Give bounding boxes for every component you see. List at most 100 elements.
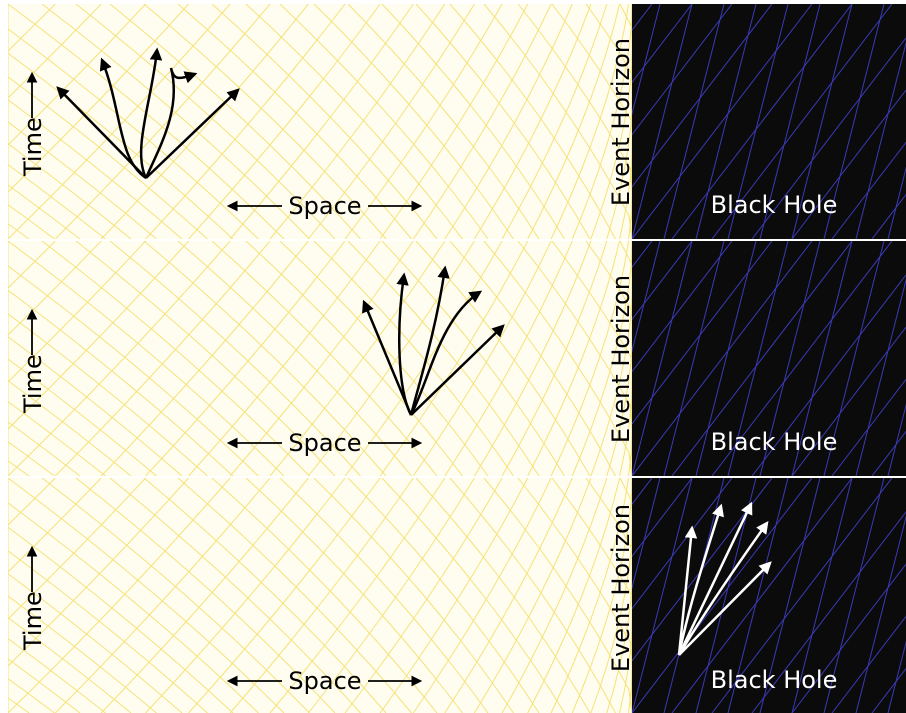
grid-line (632, 4, 693, 239)
grid-line (8, 241, 56, 476)
grid-line (671, 4, 853, 239)
panel-3: Time Space Event Horizon Black Hole (8, 478, 906, 713)
grid-line (41, 4, 310, 239)
grid-line (8, 4, 231, 239)
grid-line (188, 241, 381, 476)
grid-line (344, 478, 503, 713)
grid-line (751, 274, 906, 476)
grid-line (177, 4, 412, 239)
black-hole-label: Black Hole (711, 428, 838, 456)
grid-line (381, 241, 565, 476)
grid-line (229, 241, 414, 476)
grid-line (551, 4, 632, 239)
grid-line (585, 478, 632, 713)
grid-line (517, 241, 632, 476)
grid-line (791, 89, 906, 239)
grid-line (590, 478, 632, 713)
grid-line (412, 478, 552, 713)
grid-line (831, 378, 906, 476)
grid-line (109, 241, 361, 476)
black-hole-region (632, 241, 906, 476)
grid-line (8, 99, 183, 239)
worldline-arrow (410, 324, 505, 416)
grid-line (8, 184, 81, 239)
grid-line (444, 478, 573, 713)
grid-line (751, 511, 906, 713)
grid-line (177, 478, 412, 713)
event-horizon-label: Event Horizon (607, 38, 635, 206)
grid-line (632, 241, 813, 476)
grid-line (269, 4, 446, 239)
worldline-arrow (409, 290, 483, 416)
grid-line (663, 4, 725, 239)
grid-line (727, 4, 789, 239)
space-axis-label: Space (288, 429, 361, 457)
grid-line (671, 478, 853, 713)
panel-divider (0, 476, 906, 478)
grid-line (550, 241, 630, 476)
grid-line (307, 241, 475, 476)
grid-line (8, 143, 132, 239)
grid-line (632, 4, 813, 239)
grid-line (379, 241, 529, 476)
grid-line (344, 241, 503, 476)
grid-line (412, 241, 552, 476)
black-hole-region (632, 478, 906, 713)
grid-line (8, 241, 189, 476)
grid-line (100, 4, 309, 239)
grid-line (632, 478, 733, 610)
grid-line (632, 478, 693, 713)
light-cone (677, 501, 772, 656)
grid-line (8, 478, 231, 713)
grid-line (632, 241, 693, 476)
grid-line (871, 667, 906, 713)
grid-line (415, 478, 591, 713)
time-axis-label: Time (19, 591, 47, 651)
grid-line (791, 563, 906, 713)
grid-line (887, 166, 906, 239)
grid-line (550, 478, 630, 713)
worldline-arrow (677, 520, 769, 656)
grid-line (100, 241, 309, 476)
grid-line (619, 4, 632, 239)
grid-line (632, 241, 773, 425)
grid-line (444, 241, 573, 476)
grid-line (8, 478, 189, 713)
grid-line (307, 478, 475, 713)
grid-line (632, 478, 773, 662)
grid-line (54, 4, 271, 239)
black-hole-label: Black Hole (711, 666, 838, 694)
grid-line (211, 478, 438, 713)
grid-line (313, 241, 514, 476)
grid-line (245, 241, 463, 476)
grid-line (8, 241, 102, 476)
time-axis-label: Time (19, 354, 47, 414)
grid-line (632, 4, 773, 188)
grid-line (632, 4, 733, 136)
grid-line (381, 478, 565, 713)
grid-line (831, 615, 906, 713)
grid-line (8, 4, 285, 239)
grid-line (606, 4, 632, 239)
grid-line (711, 241, 893, 476)
grid-line (791, 241, 853, 476)
grid-line (550, 4, 630, 239)
worldline-arrow (145, 88, 240, 179)
event-horizon-label: Event Horizon (607, 504, 635, 672)
grid-line (211, 241, 438, 476)
grid-line (8, 4, 146, 239)
grid-line (551, 478, 632, 713)
grid-line (759, 478, 821, 713)
grid-line (8, 313, 208, 476)
grid-line (8, 401, 106, 476)
grid-line (663, 241, 725, 476)
grid-line (8, 478, 285, 713)
grid-line (245, 478, 463, 713)
grid-line (8, 595, 157, 713)
grid-line (823, 478, 885, 713)
grid-line (379, 4, 529, 239)
grid-line (8, 526, 234, 713)
grid-line (619, 478, 632, 713)
grid-line (313, 478, 514, 713)
worldline-arrow (677, 503, 724, 656)
